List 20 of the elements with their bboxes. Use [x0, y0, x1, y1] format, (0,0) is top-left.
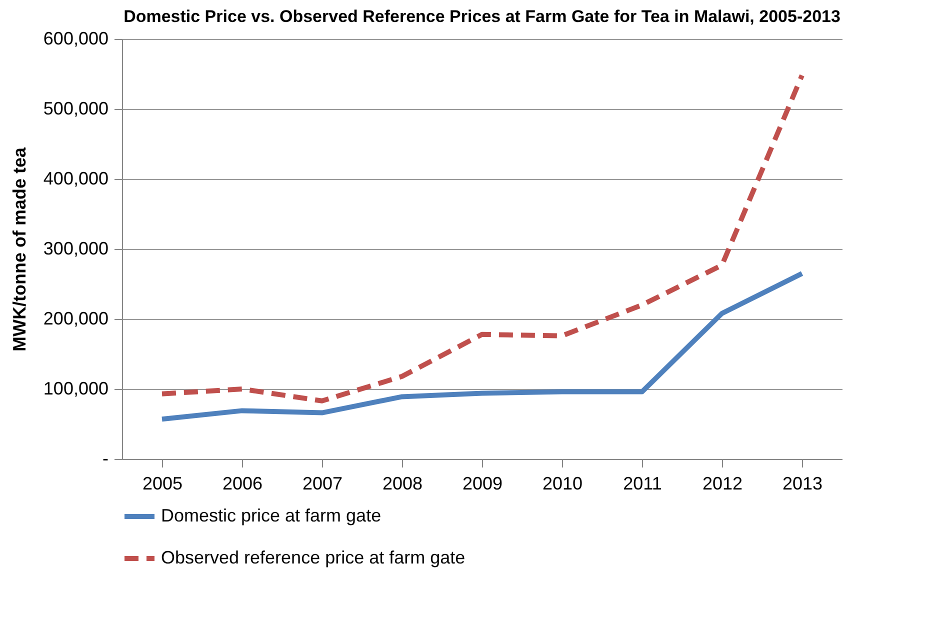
y-tick-label: 600,000 — [43, 28, 108, 48]
legend-label: Domestic price at farm gate — [161, 506, 382, 526]
x-tick-label: 2010 — [542, 474, 583, 494]
x-tick-label: 2011 — [623, 474, 662, 494]
x-tick-label: 2005 — [142, 474, 183, 494]
x-tick-label: 2012 — [702, 474, 743, 494]
y-tick-label: - — [102, 448, 108, 468]
y-tick-label: 100,000 — [43, 378, 108, 398]
y-tick-label: 200,000 — [43, 308, 108, 328]
y-tick-label: 300,000 — [43, 238, 108, 258]
x-tick-label: 2008 — [382, 474, 423, 494]
chart-title: Domestic Price vs. Observed Reference Prices at Farm Gate for Tea in Malawi, 2005-2013 — [124, 7, 840, 26]
x-tick-label: 2009 — [462, 474, 503, 494]
y-tick-label: 400,000 — [43, 168, 108, 188]
x-tick-label: 2013 — [782, 474, 823, 494]
y-tick-label: 500,000 — [43, 98, 108, 118]
legend-label: Observed reference price at farm gate — [161, 548, 466, 568]
y-axis-title: MWK/tonne of made tea — [9, 146, 30, 352]
x-tick-label: 2007 — [302, 474, 343, 494]
x-tick-label: 2006 — [222, 474, 263, 494]
